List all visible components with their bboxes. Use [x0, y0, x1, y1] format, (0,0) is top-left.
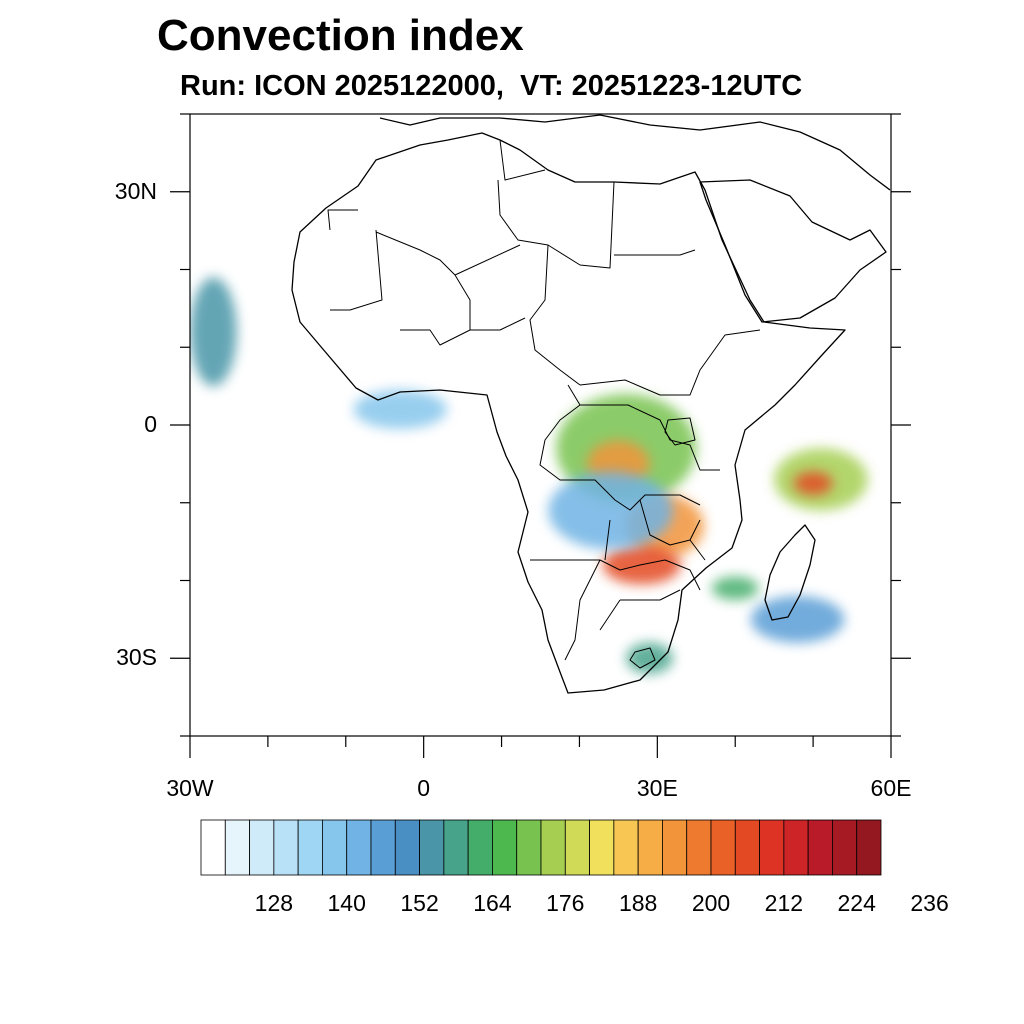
lon-label: 30W: [166, 775, 214, 801]
colorbar-label: 200: [691, 890, 731, 916]
colorbar-label: 164: [473, 890, 512, 916]
lake-victoria-outline: [664, 417, 696, 446]
lat-label: 0: [144, 411, 157, 437]
colorbar-swatch: [662, 819, 688, 876]
africa-coastline: [291, 132, 846, 694]
colorbar-label: 176: [546, 890, 585, 916]
madagascar-outline: [764, 524, 816, 621]
map-title: Convection index: [157, 11, 524, 60]
colorbar-swatch: [224, 819, 250, 876]
colorbar: [200, 819, 882, 876]
colorbar-swatch: [564, 819, 590, 876]
colorbar-swatch: [492, 819, 518, 876]
colorbar-label: 128: [254, 890, 294, 916]
colorbar-swatch: [443, 819, 469, 876]
colorbar-swatch: [589, 819, 615, 876]
lesotho-outline: [629, 647, 656, 669]
colorbar-swatch: [807, 819, 833, 876]
colorbar-swatch: [637, 819, 663, 876]
colorbar-label: 140: [327, 890, 366, 916]
colorbar-swatch: [710, 819, 736, 876]
colorbar-label: 152: [400, 890, 439, 916]
convection-cell-7: [548, 471, 673, 550]
plot-frame: [189, 113, 892, 737]
colorbar-swatch: [322, 819, 348, 876]
colorbar-swatch: [613, 819, 639, 876]
convection-cell-9: [353, 390, 448, 429]
axis-ticks: [170, 113, 911, 758]
convection-cell-10: [626, 642, 673, 674]
lon-label: 30E: [636, 775, 678, 801]
run-subtitle: Run: ICON 2025122000, VT: 20251223-12UTC: [180, 70, 803, 102]
colorbar-swatch: [419, 819, 445, 876]
colorbar-swatch: [394, 819, 420, 876]
colorbar-swatch: [734, 819, 760, 876]
colorbar-swatch: [516, 819, 542, 876]
colorbar-swatch: [540, 819, 566, 876]
colorbar-swatch: [832, 819, 858, 876]
arabia-coastline: [699, 179, 887, 323]
colorbar-swatch: [686, 819, 712, 876]
colorbar-swatch: [856, 819, 882, 876]
colorbar-swatch: [759, 819, 785, 876]
colorbar-label: 188: [618, 890, 658, 916]
colorbar-swatch: [200, 819, 226, 876]
country-borders: [327, 139, 761, 661]
colorbar-swatch: [346, 819, 372, 876]
colorbar-label: 212: [764, 890, 804, 916]
colorbar-swatch: [370, 819, 396, 876]
lon-label: 60E: [870, 775, 912, 801]
europe-coastline: [379, 114, 891, 191]
convection-cell-5: [793, 471, 833, 495]
colorbar-swatch: [249, 819, 275, 876]
colorbar-label: 236: [910, 890, 949, 916]
colorbar-swatch: [783, 819, 809, 876]
colorbar-swatch: [273, 819, 299, 876]
convection-cell-8: [750, 596, 845, 643]
convection-field: [190, 277, 868, 674]
lon-label: 0: [417, 775, 431, 801]
convection-cell-11: [711, 576, 759, 600]
lat-label: 30N: [114, 177, 157, 204]
colorbar-swatch: [467, 819, 493, 876]
convection-cell-6: [190, 277, 237, 387]
colorbar-swatch: [297, 819, 323, 876]
colorbar-label: 224: [837, 890, 876, 916]
lat-label: 30S: [116, 644, 157, 671]
